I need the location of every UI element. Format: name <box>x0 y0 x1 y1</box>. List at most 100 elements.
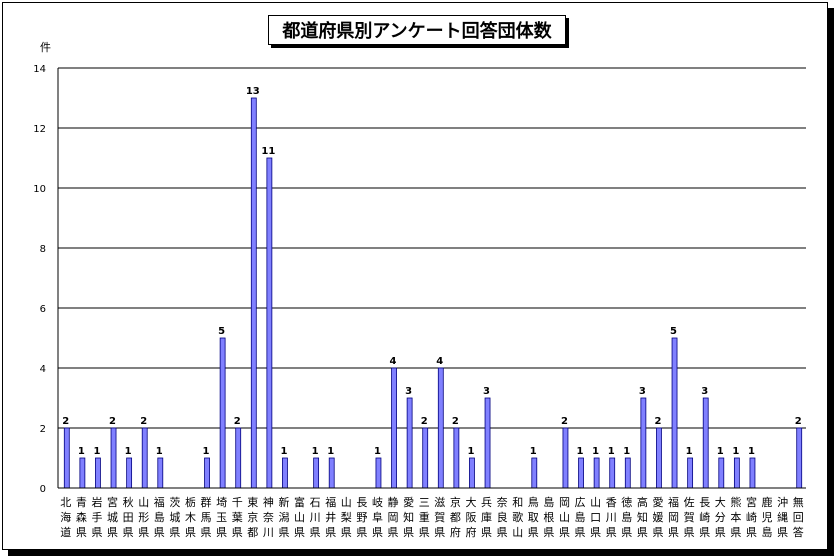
data-label: 1 <box>686 446 693 457</box>
category-label: 鳥取県 <box>528 495 539 539</box>
category-label: 新潟県 <box>278 495 289 539</box>
category-label: 埼玉県 <box>216 495 227 539</box>
category-label: 徳島県 <box>621 496 632 539</box>
category-label: 秋田県 <box>123 495 134 539</box>
data-label: 1 <box>203 446 210 457</box>
category-label: 三重県 <box>419 496 430 539</box>
category-label: 長崎県 <box>699 496 710 539</box>
data-label: 4 <box>390 356 397 367</box>
data-label: 2 <box>795 416 802 427</box>
data-label: 1 <box>623 446 630 457</box>
category-label: 神奈川 <box>263 495 274 539</box>
bar <box>79 457 86 489</box>
category-label: 長野県 <box>356 496 367 539</box>
category-label: 島根県 <box>543 495 554 539</box>
bar <box>593 457 600 489</box>
bar <box>126 457 133 489</box>
category-label: 滋賀県 <box>434 496 445 539</box>
data-label: 13 <box>246 86 260 97</box>
data-label: 1 <box>467 446 474 457</box>
bar <box>624 457 631 489</box>
bar <box>718 457 725 489</box>
bar <box>578 457 584 489</box>
data-label: 2 <box>561 416 568 427</box>
data-label: 3 <box>405 386 412 397</box>
category-label: 栃木県 <box>185 495 196 539</box>
category-label: 熊本県 <box>730 495 741 539</box>
bar <box>733 457 740 489</box>
category-label: 石川県 <box>310 496 321 539</box>
category-label: 高知県 <box>637 495 648 539</box>
bar <box>562 427 569 489</box>
y-tick-label: 10 <box>33 184 46 195</box>
data-label: 1 <box>608 446 615 457</box>
data-label: 3 <box>701 386 708 397</box>
data-label: 2 <box>109 416 116 427</box>
bar <box>796 427 803 489</box>
category-label: 宮崎県 <box>746 495 757 539</box>
bar <box>531 457 538 489</box>
data-label: 1 <box>78 446 85 457</box>
bar <box>469 457 475 489</box>
data-label: 1 <box>577 446 584 457</box>
category-label: 山形県 <box>138 496 149 539</box>
data-label: 2 <box>654 416 661 427</box>
category-label: 福井県 <box>325 495 336 539</box>
y-tick-label: 12 <box>33 124 46 135</box>
category-label: 鹿児島 <box>762 495 773 539</box>
category-label: 京都府 <box>450 495 461 539</box>
category-label: 福岡県 <box>668 495 679 539</box>
data-label: 1 <box>312 446 319 457</box>
category-label: 佐賀県 <box>684 495 695 539</box>
category-label: 広島県 <box>575 496 586 539</box>
bar <box>749 457 756 489</box>
category-label: 大分県 <box>715 495 726 539</box>
category-label: 山梨県 <box>341 496 352 539</box>
bar <box>95 457 101 489</box>
bar <box>157 457 164 489</box>
data-label: 3 <box>639 386 646 397</box>
category-label: 岐阜県 <box>372 496 383 539</box>
category-label: 群馬県 <box>201 495 212 539</box>
category-label: 大阪府 <box>465 495 476 539</box>
data-label: 1 <box>732 446 739 457</box>
bar <box>453 427 460 489</box>
category-label: 青森県 <box>76 496 87 539</box>
data-label: 1 <box>93 446 100 457</box>
data-label: 1 <box>592 446 599 457</box>
data-label: 5 <box>218 326 225 337</box>
data-label: 1 <box>280 446 287 457</box>
category-label: 北海道 <box>60 496 71 539</box>
bar <box>282 457 288 489</box>
category-label: 東京都 <box>247 496 258 539</box>
bar <box>406 397 413 489</box>
data-label: 11 <box>261 146 275 157</box>
data-label: 2 <box>62 416 69 427</box>
bar <box>656 427 662 489</box>
bar <box>250 97 257 489</box>
chart-title: 都道府県別アンケート回答団体数 <box>268 15 566 45</box>
y-tick-labels: 0 2 4 6 8 10 12 14 <box>33 64 46 495</box>
bar <box>437 367 444 489</box>
bar <box>266 157 273 489</box>
y-axis-unit-label: 件 <box>40 41 51 54</box>
category-label: 香川県 <box>606 496 617 539</box>
category-label: 奈良県 <box>497 495 508 539</box>
data-label: 1 <box>748 446 755 457</box>
data-label: 1 <box>125 446 132 457</box>
bar <box>640 397 647 489</box>
bar <box>609 457 616 489</box>
category-label: 茨城県 <box>169 495 180 539</box>
category-labels: 北海道青森県岩手県宮城県秋田県山形県福島県茨城県栃木県群馬県埼玉県千葉県東京都神… <box>60 495 803 539</box>
category-label: 岩手県 <box>91 495 102 539</box>
data-label: 1 <box>717 446 724 457</box>
data-label: 1 <box>530 446 537 457</box>
data-label: 2 <box>140 416 147 427</box>
bars <box>63 97 803 489</box>
data-label: 2 <box>452 416 459 427</box>
category-label: 和歌山 <box>512 496 523 539</box>
y-tick-label: 4 <box>40 364 46 375</box>
category-label: 愛知県 <box>403 496 414 539</box>
category-label: 宮城県 <box>107 495 118 539</box>
